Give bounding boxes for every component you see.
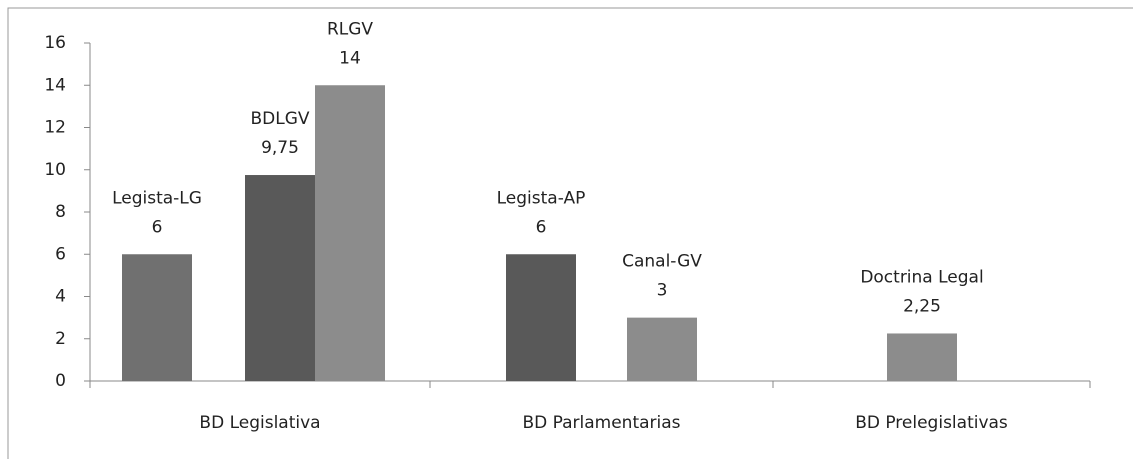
y-tick-label: 10	[44, 160, 66, 180]
value-label: 3	[657, 281, 668, 301]
value-label: 6	[152, 217, 163, 237]
series-name-label: Legista-LG	[112, 188, 202, 208]
bar	[627, 317, 697, 381]
y-tick-label: 6	[55, 244, 66, 264]
y-tick-label: 4	[55, 287, 66, 307]
x-tick-label: BD Parlamentarias	[522, 413, 680, 433]
value-label: 2,25	[903, 296, 941, 316]
y-tick-label: 8	[55, 202, 66, 222]
series-name-label: Legista-AP	[497, 188, 586, 208]
y-tick-label: 2	[55, 329, 66, 349]
series-name-label: Doctrina Legal	[860, 267, 983, 287]
x-tick-label: BD Prelegislativas	[855, 413, 1008, 433]
y-tick-label: 14	[44, 75, 66, 95]
series-name-label: BDLGV	[250, 109, 309, 129]
bar	[506, 254, 576, 381]
series-name-label: RLGV	[327, 19, 373, 39]
value-label: 6	[536, 217, 547, 237]
series-name-label: Canal-GV	[622, 252, 702, 272]
bar	[122, 254, 192, 381]
value-label: 14	[339, 48, 361, 68]
value-label: 9,75	[261, 138, 299, 158]
bar	[245, 175, 315, 381]
chart-frame	[7, 7, 1133, 463]
bar	[887, 333, 957, 381]
y-tick-label: 12	[44, 118, 66, 138]
y-tick-label: 16	[44, 33, 66, 53]
x-tick-label: BD Legislativa	[199, 413, 320, 433]
y-tick-label: 0	[55, 371, 66, 391]
bar	[315, 85, 385, 381]
